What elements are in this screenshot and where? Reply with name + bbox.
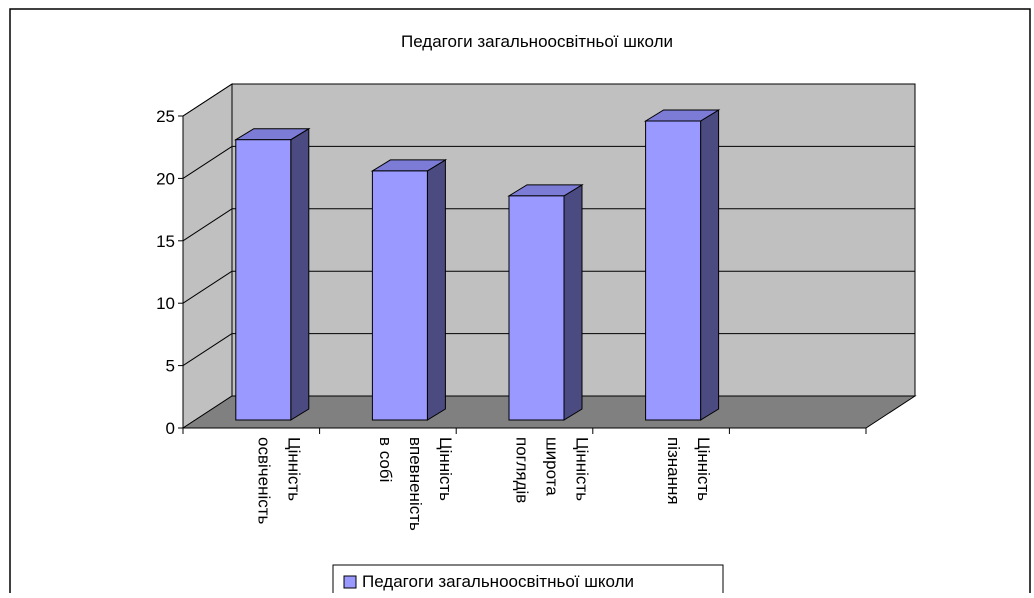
bar: [370, 159, 448, 421]
legend: Педагоги загальноосвітньої школи: [332, 564, 724, 596]
y-tick-label: 0: [166, 419, 175, 438]
y-tick-label: 10: [156, 294, 175, 313]
y-tick-label: 25: [156, 107, 175, 126]
category-label-line: Цінність: [573, 437, 592, 501]
gridline-side: [182, 270, 233, 304]
category-label: Цінність освіченість: [254, 437, 303, 525]
bar-side: [426, 159, 446, 421]
bar-front: [371, 170, 428, 421]
bar: [234, 127, 311, 421]
bars: [234, 109, 721, 421]
legend-label: Педагоги загальноосвітньої школи: [362, 572, 634, 591]
category-label-line: поглядів: [513, 437, 532, 503]
bar-side: [700, 109, 720, 421]
legend-swatch: [343, 575, 357, 589]
bar: [507, 183, 584, 421]
gridline-side: [182, 333, 233, 367]
y-tick-label: 20: [156, 169, 175, 188]
category-label-line: впевненість: [406, 437, 425, 531]
category-label-line: пізнання: [664, 437, 683, 505]
y-tick-label: 15: [156, 232, 175, 251]
bar-front: [235, 139, 292, 421]
category-label: Цінність широта поглядів: [513, 437, 592, 503]
category-label-line: Цінність: [284, 437, 303, 501]
category-label-line: широта: [543, 437, 562, 496]
bar: [643, 109, 721, 421]
category-label: Цінність пізнання: [664, 437, 713, 505]
category-label-line: освіченість: [254, 437, 273, 525]
bar-side: [563, 183, 583, 421]
gridline-side: [182, 208, 233, 242]
bar-front: [645, 120, 702, 421]
bar-side: [290, 127, 310, 421]
y-tick-label: 5: [166, 357, 175, 376]
category-labels: Цінність освіченість Цінність впевненість в …: [254, 437, 713, 531]
chart-title: Педагоги загальноосвітньої школи: [401, 32, 673, 51]
bar-front: [508, 195, 565, 421]
gridline-side: [182, 145, 233, 179]
category-label-line: Цінність: [694, 437, 713, 501]
gridline-side: [182, 83, 233, 117]
side-wall: [182, 83, 233, 429]
category-label-line: в собі: [376, 437, 395, 482]
category-label: Цінність впевненість в собі: [376, 437, 455, 531]
category-label-line: Цінність: [436, 437, 455, 501]
